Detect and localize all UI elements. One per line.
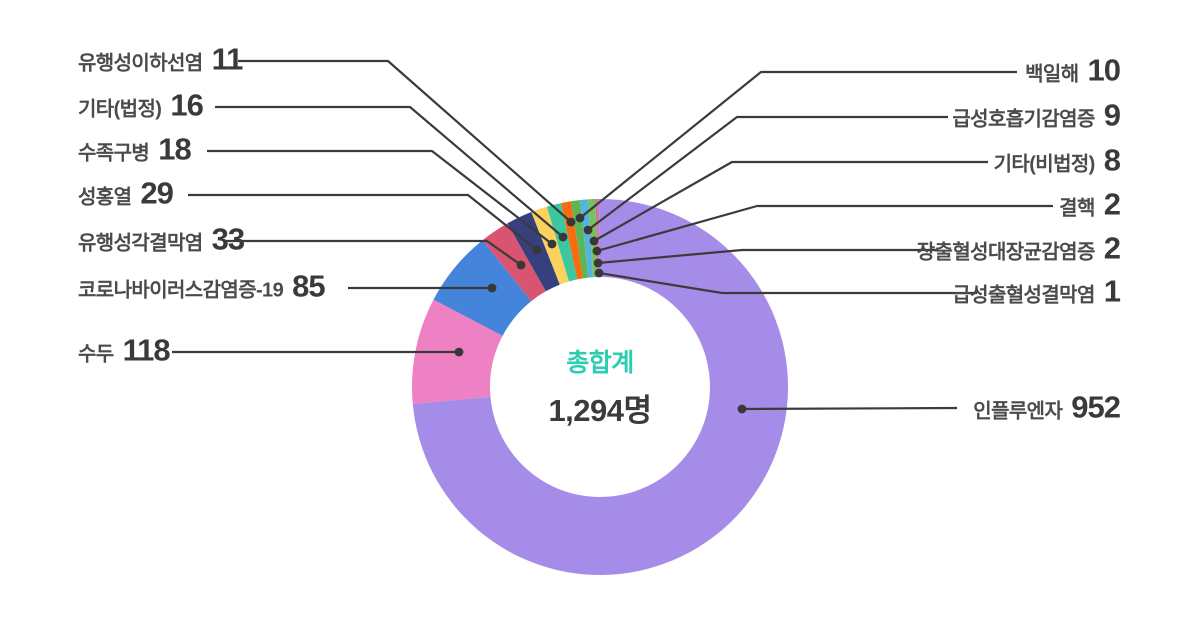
callout-label-8: 백일해 10 bbox=[1025, 52, 1121, 89]
disease-count: 118 bbox=[122, 332, 171, 368]
disease-count: 85 bbox=[292, 268, 325, 304]
leader-dot-0 bbox=[737, 404, 747, 414]
donut-slice-0 bbox=[412, 198, 789, 575]
disease-count: 952 bbox=[1071, 389, 1121, 425]
leader-dot-10 bbox=[589, 236, 599, 246]
disease-name: 유행성이하선염 bbox=[78, 52, 203, 75]
disease-count: 2 bbox=[1103, 186, 1121, 222]
leader-dot-2 bbox=[487, 283, 497, 293]
leader-line-10 bbox=[593, 160, 988, 242]
callout-label-6: 기타(법정) 16 bbox=[78, 87, 204, 124]
disease-count: 2 bbox=[1103, 230, 1121, 266]
disease-name: 인플루엔자 bbox=[973, 400, 1063, 423]
disease-name: 코로나바이러스감염증-19 bbox=[78, 279, 284, 302]
leader-dot-6 bbox=[558, 232, 568, 242]
callout-label-2: 코로나바이러스감염증-19 85 bbox=[78, 268, 326, 305]
leader-dot-12 bbox=[593, 258, 603, 268]
callout-label-3: 유행성각결막염 33 bbox=[78, 221, 245, 258]
disease-name: 결핵 bbox=[1059, 197, 1095, 220]
leader-line-6 bbox=[215, 105, 564, 238]
disease-count: 18 bbox=[158, 131, 191, 167]
disease-name: 기타(비법정) bbox=[993, 153, 1096, 176]
disease-count: 11 bbox=[211, 41, 244, 77]
disease-name: 백일해 bbox=[1025, 63, 1079, 86]
leader-line-7 bbox=[238, 59, 572, 223]
disease-name: 성홍열 bbox=[78, 186, 132, 209]
leader-lines bbox=[172, 59, 1053, 411]
callout-label-0: 인플루엔자 952 bbox=[973, 389, 1121, 426]
leader-dot-4 bbox=[532, 245, 542, 255]
disease-name: 유행성각결막염 bbox=[78, 232, 203, 255]
donut-slice-8 bbox=[570, 200, 589, 279]
leader-dot-8 bbox=[575, 213, 585, 223]
disease-count: 29 bbox=[140, 175, 173, 211]
leader-line-0 bbox=[741, 406, 958, 411]
callout-label-13: 급성출혈성결막염 1 bbox=[952, 273, 1121, 310]
disease-name: 수족구병 bbox=[78, 142, 150, 165]
disease-count: 33 bbox=[211, 221, 245, 257]
leader-dot-5 bbox=[547, 239, 557, 249]
leader-line-9 bbox=[587, 115, 948, 231]
callout-label-5: 수족구병 18 bbox=[78, 131, 192, 168]
leader-dot-3 bbox=[516, 260, 526, 270]
leader-dots bbox=[454, 213, 747, 414]
center-total: 1,294명 bbox=[548, 393, 652, 428]
leader-line-3 bbox=[226, 239, 522, 266]
center-text: 총합계 1,294명 bbox=[450, 343, 750, 430]
donut-slice-7 bbox=[561, 201, 583, 280]
leader-dot-9 bbox=[583, 225, 593, 235]
disease-name: 급성호흡기감염증 bbox=[952, 108, 1095, 131]
disease-name: 장출혈성대장균감염증 bbox=[916, 241, 1096, 264]
donut-slice-6 bbox=[546, 203, 578, 282]
leader-line-12 bbox=[597, 248, 938, 265]
callout-label-12: 장출혈성대장균감염증 2 bbox=[916, 230, 1121, 267]
leader-line-11 bbox=[596, 204, 1053, 253]
callout-label-4: 성홍열 29 bbox=[78, 175, 174, 212]
leader-line-13 bbox=[598, 271, 977, 295]
callout-label-7: 유행성이하선염 11 bbox=[78, 41, 244, 78]
leader-dot-1 bbox=[454, 347, 464, 357]
leader-dot-11 bbox=[592, 246, 602, 256]
leader-line-8 bbox=[579, 70, 1017, 219]
leader-dot-7 bbox=[566, 217, 576, 227]
leader-line-4 bbox=[188, 193, 538, 251]
disease-count: 8 bbox=[1103, 142, 1121, 178]
disease-count: 10 bbox=[1087, 52, 1121, 88]
center-title: 총합계 bbox=[566, 349, 634, 377]
callout-label-11: 결핵 2 bbox=[1059, 186, 1121, 223]
disease-name: 기타(법정) bbox=[78, 98, 162, 121]
disease-count: 1 bbox=[1103, 273, 1121, 309]
disease-name: 수두 bbox=[78, 343, 114, 366]
disease-name: 급성출혈성결막염 bbox=[952, 284, 1095, 307]
leader-dot-13 bbox=[594, 268, 604, 278]
leader-line-5 bbox=[207, 149, 553, 245]
callout-label-1: 수두 118 bbox=[78, 332, 171, 369]
disease-count: 16 bbox=[170, 87, 203, 123]
disease-count: 9 bbox=[1103, 97, 1121, 133]
callout-label-10: 기타(비법정) 8 bbox=[993, 142, 1121, 179]
callout-label-9: 급성호흡기감염증 9 bbox=[952, 97, 1121, 134]
donut-slice-3 bbox=[482, 223, 546, 302]
